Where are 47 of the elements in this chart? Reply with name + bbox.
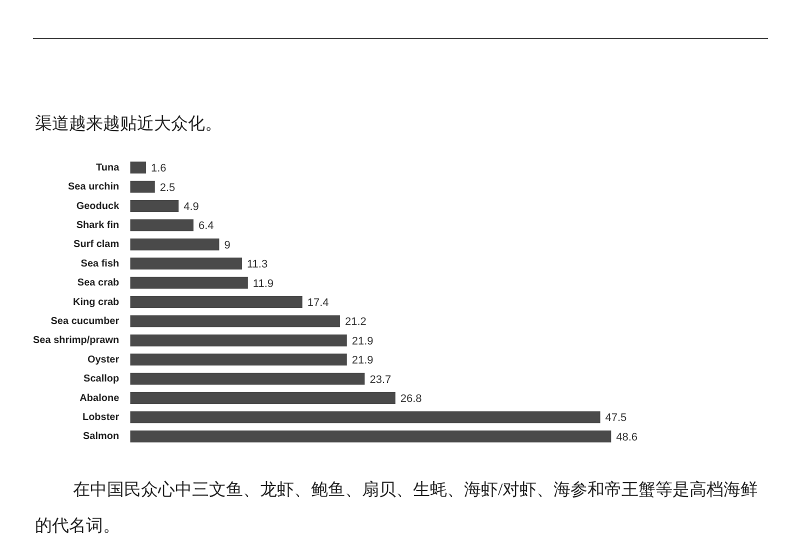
y-tick-label: Sea fish [80, 258, 120, 270]
y-tick-label: Oyster [87, 354, 120, 366]
bar [130, 162, 146, 174]
bar [130, 276, 248, 289]
data-label: 23.7 [370, 374, 392, 386]
data-label: 48.6 [616, 431, 638, 444]
data-label: 21.2 [344, 316, 366, 328]
bar [130, 334, 347, 346]
y-tick-label: Abalone [80, 392, 120, 404]
y-tick-label: Tuna [96, 162, 120, 174]
y-tick-label: Salmon [83, 431, 120, 442]
data-label: 21.9 [352, 335, 374, 348]
bar [130, 180, 155, 193]
y-tick-label: Sea urchin [68, 182, 120, 193]
data-label: 6.4 [198, 220, 214, 232]
bar [130, 238, 220, 250]
bar [130, 315, 340, 328]
text: 渠道越来越贴近大众化。 [35, 113, 222, 135]
y-tick-label: Sea crab [77, 278, 120, 289]
y-tick-label: Geoduck [76, 200, 120, 212]
bar [130, 354, 347, 366]
y-tick-label: Lobster [82, 412, 120, 423]
y-tick-label: King crab [73, 296, 120, 308]
bar [130, 430, 612, 442]
bar [130, 392, 396, 404]
data-label: 4.9 [184, 201, 199, 214]
data-label: 17.4 [307, 297, 329, 310]
bar [130, 258, 242, 270]
y-tick-label: Sea cucumber [50, 316, 120, 327]
bar [130, 219, 194, 232]
y-tick-label: Sea shrimp/prawn [32, 335, 120, 346]
data-label: 2.5 [160, 182, 176, 194]
data-label: 9 [224, 239, 230, 252]
data-label: 47.5 [605, 412, 627, 424]
bar [130, 200, 179, 212]
data-label: 1.6 [150, 162, 166, 175]
data-label: 26.8 [400, 393, 422, 406]
text: 在中国民众心中三文鱼、龙虾、鲍鱼、扇贝、生蚝、海虾/对虾、海参和帝王蟹等是高档海鲜的代名词。 [35, 479, 759, 537]
y-tick-label: Scallop [84, 374, 120, 385]
bar [130, 411, 600, 424]
data-label: 11.3 [246, 258, 268, 271]
data-label: 21.9 [352, 354, 374, 367]
bar [130, 372, 365, 385]
y-tick-label: Surf clam [74, 239, 120, 250]
y-tick-label: Shark fin [76, 220, 120, 231]
bar [130, 296, 302, 308]
data-label: 11.9 [252, 278, 274, 290]
